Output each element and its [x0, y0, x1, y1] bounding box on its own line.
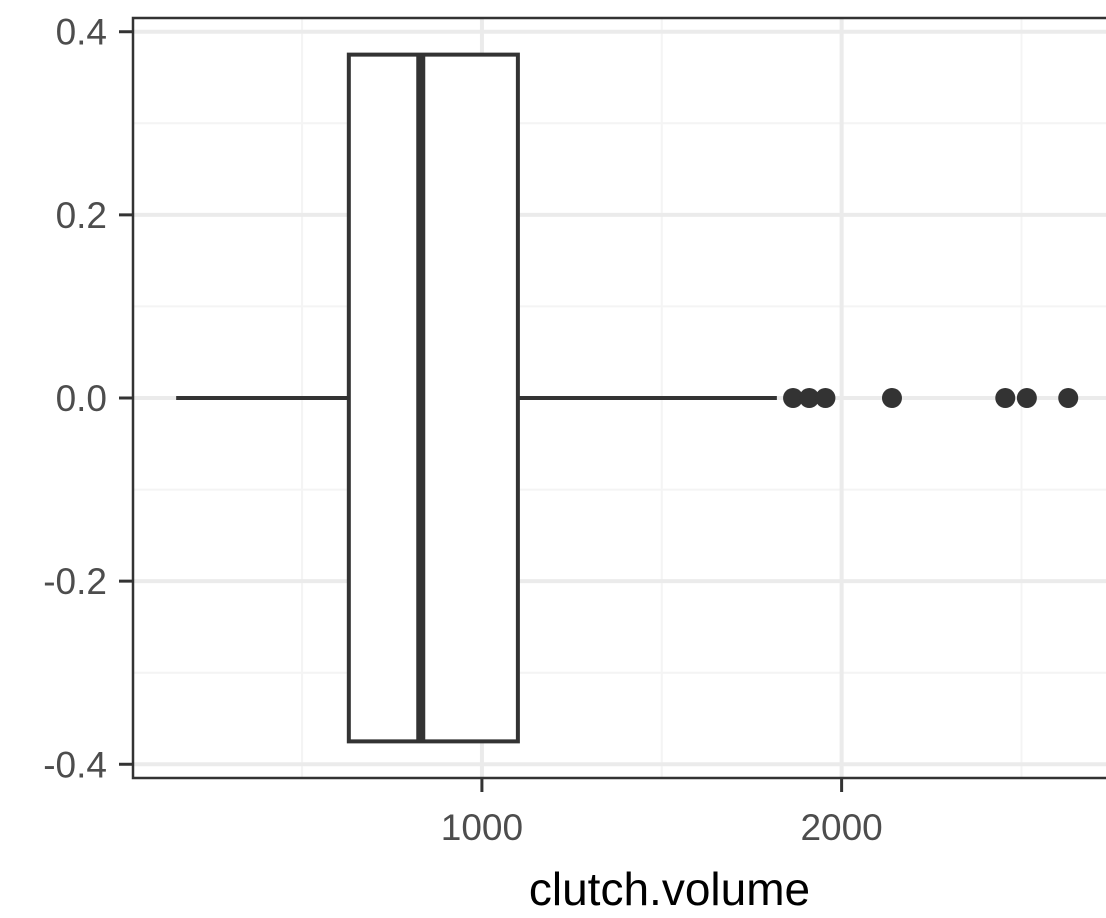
y-tick-label: 0.2	[56, 195, 107, 236]
outlier-point	[815, 388, 836, 408]
outlier-point	[1058, 388, 1079, 408]
outlier-point	[1016, 388, 1037, 408]
y-tick-label: 0.4	[56, 12, 107, 53]
y-tick-label: -0.2	[43, 561, 107, 602]
outlier-point	[783, 388, 804, 408]
x-tick-label: 1000	[441, 807, 523, 848]
outlier-points	[783, 388, 1079, 408]
x-axis-title: clutch.volume	[529, 863, 810, 915]
outlier-point	[881, 388, 902, 408]
outlier-point	[995, 388, 1016, 408]
axes: -0.4 -0.2 0.0 0.2 0.4 1000 2000	[43, 12, 883, 848]
boxplot-box	[176, 52, 777, 744]
outlier-point	[799, 388, 820, 408]
y-tick-label: 0.0	[56, 378, 107, 419]
x-tick-label: 2000	[800, 807, 882, 848]
y-tick-label: -0.4	[43, 744, 107, 785]
interquartile-box	[346, 52, 520, 744]
